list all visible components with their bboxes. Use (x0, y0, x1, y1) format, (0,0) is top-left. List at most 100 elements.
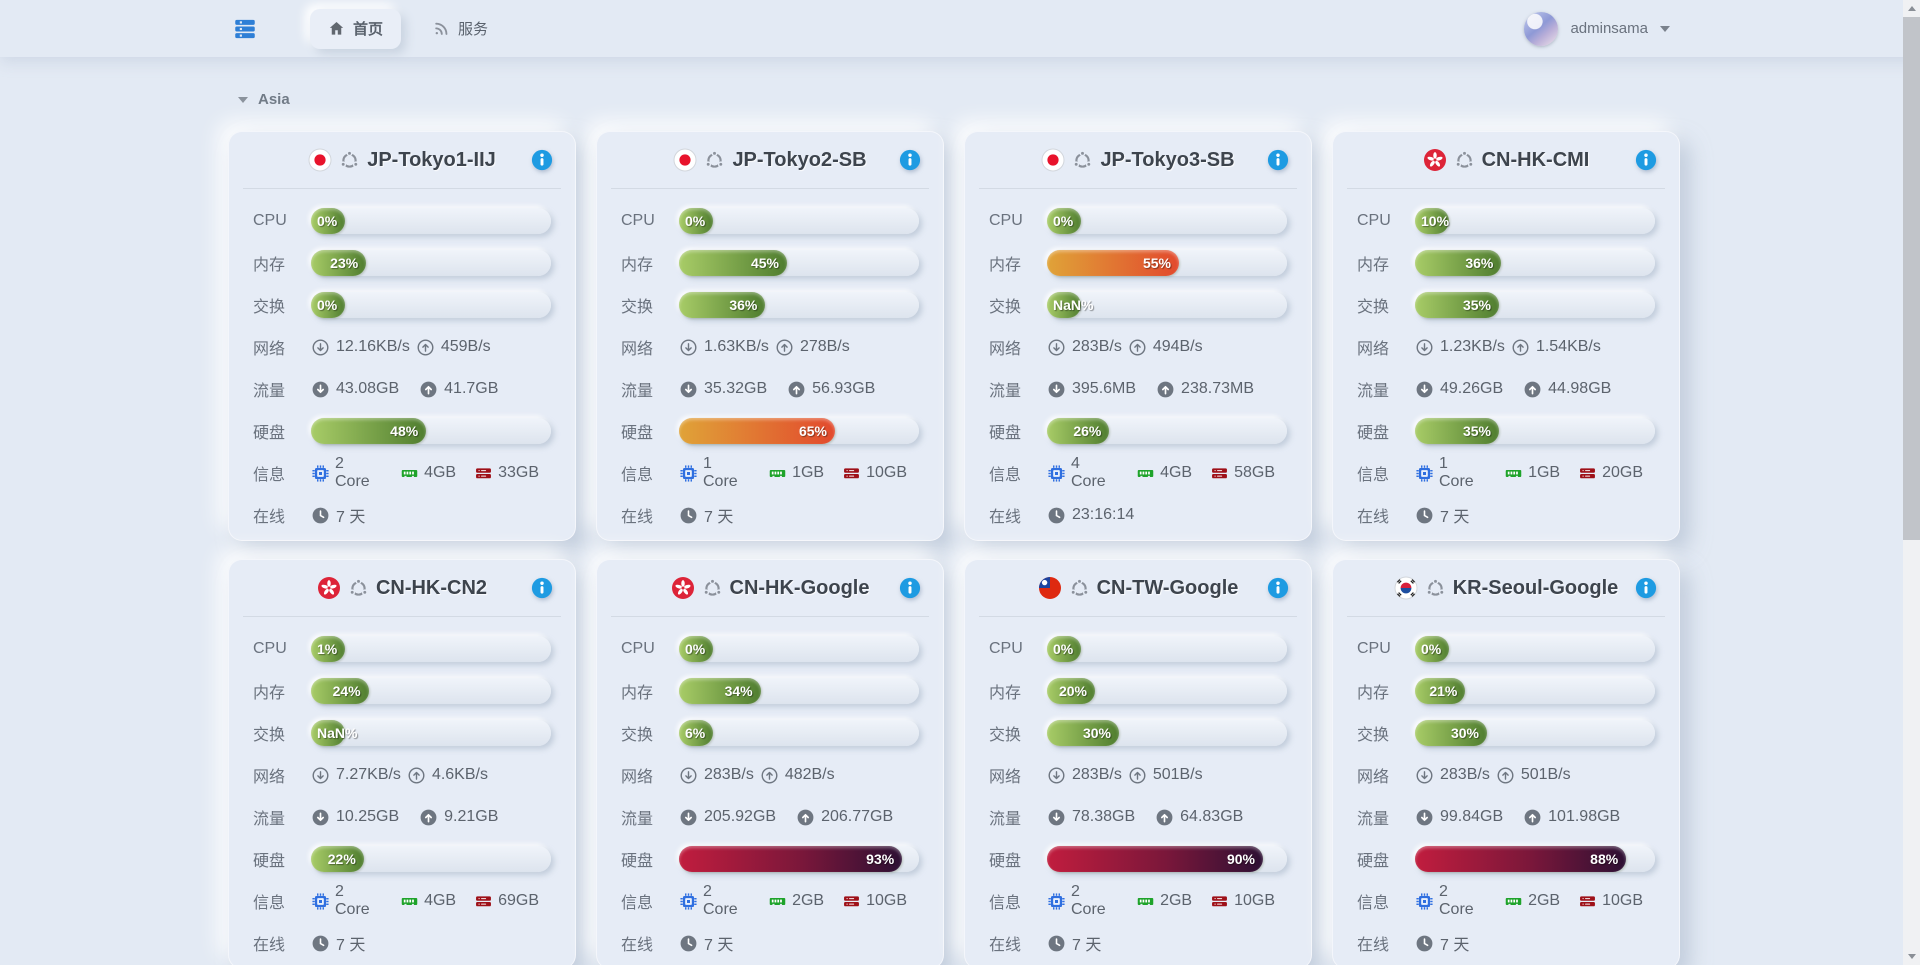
row-label: 信息 (1357, 895, 1390, 912)
info-icon[interactable] (899, 577, 921, 599)
row-label: 硬盘 (621, 425, 654, 442)
cpu-percent: 0% (1053, 641, 1074, 657)
disk-drive-icon (1578, 464, 1597, 483)
server-card: CN-TW-Google CPU 0% 内存 20% (964, 559, 1312, 965)
info-icon[interactable] (1635, 149, 1657, 171)
disk-percent: 22% (327, 851, 356, 867)
server-card-header: JP-Tokyo3-SB (979, 132, 1297, 189)
server-metrics: CPU 0% 内存 20% 交换 30% 网络 (965, 617, 1311, 964)
server-card: CN-HK-Google CPU 0% 内存 34% (596, 559, 944, 965)
memory-percent: 23% (330, 255, 359, 271)
cores-value: 2 Core (335, 455, 370, 490)
memory-progressbar: 24% (311, 678, 551, 704)
clock-icon (311, 506, 330, 525)
memory-row: 内存 55% (989, 242, 1287, 284)
info-icon[interactable] (531, 577, 553, 599)
info-icon[interactable] (531, 149, 553, 171)
cores-value: 1 Core (1439, 455, 1474, 490)
upload-speed-icon (416, 338, 435, 357)
ram-icon (400, 464, 419, 483)
server-name: CN-HK-CMI (1481, 148, 1590, 171)
row-label: 硬盘 (1357, 425, 1390, 442)
server-stack-logo-icon[interactable] (232, 16, 258, 42)
region-section-header[interactable]: Asia (238, 91, 1920, 108)
network-upload-value: 459B/s (440, 338, 491, 355)
ubuntu-os-icon (702, 577, 723, 599)
info-icon[interactable] (1267, 149, 1289, 171)
user-menu[interactable]: adminsama (1524, 0, 1670, 57)
ubuntu-os-icon (1069, 577, 1090, 599)
server-card: JP-Tokyo2-SB CPU 0% 内存 45% (596, 131, 944, 541)
row-label: 网络 (1357, 769, 1390, 786)
disk-drive-icon (842, 892, 861, 911)
traffic-download-value: 78.38GB (1072, 808, 1136, 825)
collapse-caret-icon (238, 96, 248, 103)
swap-row: 交换 6% (621, 712, 919, 754)
row-label: CPU (621, 212, 655, 229)
row-label: 内存 (621, 685, 654, 702)
disk-size-value: 69GB (498, 892, 539, 909)
disk-drive-icon (1578, 892, 1597, 911)
tab-services[interactable]: 服务 (415, 9, 506, 49)
info-icon[interactable] (1635, 577, 1657, 599)
cpu-row: CPU 1% (253, 628, 551, 670)
memory-progressbar: 21% (1415, 678, 1655, 704)
clock-icon (679, 506, 698, 525)
info-icon[interactable] (1267, 577, 1289, 599)
info-row: 信息 (989, 880, 1287, 922)
network-download-value: 7.27KB/s (336, 766, 401, 783)
total-upload-icon (1156, 380, 1175, 399)
row-label: 硬盘 (989, 425, 1022, 442)
cores-value: 2 Core (1439, 883, 1474, 918)
memory-row: 内存 34% (621, 670, 919, 712)
traffic-download-value: 10.25GB (336, 808, 400, 825)
row-label: 硬盘 (253, 853, 286, 870)
network-row: 网络 7.27KB/s 4.6KB/s (253, 754, 551, 796)
upload-speed-icon (407, 766, 426, 785)
uptime-value: 7 天 (1072, 937, 1102, 954)
traffic-row: 流量 43.08GB 41.7GB (253, 368, 551, 410)
row-label: 交换 (253, 727, 286, 744)
upload-speed-icon (1511, 338, 1530, 357)
cpu-percent: 1% (317, 641, 338, 657)
traffic-upload-value: 44.98GB (1548, 380, 1612, 397)
disk-progressbar: 48% (311, 418, 551, 444)
scrollbar-down-button[interactable] (1903, 948, 1920, 965)
row-label: 流量 (989, 383, 1022, 400)
server-card: CN-HK-CMI CPU 10% 内存 36% (1332, 131, 1680, 541)
disk-percent: 88% (1590, 851, 1619, 867)
server-name: CN-HK-Google (729, 576, 870, 599)
scrollbar-up-button[interactable] (1903, 0, 1920, 17)
server-name: KR-Seoul-Google (1452, 576, 1619, 599)
scrollbar-thumb[interactable] (1903, 17, 1920, 540)
cpu-chip-icon (311, 892, 330, 911)
disk-row: 硬盘 65% (621, 410, 919, 452)
info-icon[interactable] (899, 149, 921, 171)
clock-icon (1415, 934, 1434, 953)
swap-row: 交换 35% (1357, 284, 1655, 326)
row-label: 网络 (253, 769, 286, 786)
row-label: 硬盘 (1357, 853, 1390, 870)
ram-icon (400, 892, 419, 911)
row-label: 信息 (621, 467, 654, 484)
swap-progressbar: NaN% (311, 720, 551, 746)
total-download-icon (1415, 380, 1434, 399)
cores-value: 2 Core (1071, 883, 1106, 918)
swap-progressbar: 30% (1047, 720, 1287, 746)
server-card: KR-Seoul-Google CPU 0% 内存 21% (1332, 559, 1680, 965)
traffic-row: 流量 205.92GB 206.77GB (621, 796, 919, 838)
traffic-download-value: 395.6MB (1072, 380, 1137, 397)
cpu-progressbar: 10% (1415, 208, 1655, 234)
row-label: 在线 (989, 509, 1022, 526)
swap-progressbar: 35% (1415, 292, 1655, 318)
cpu-row: CPU 0% (989, 628, 1287, 670)
cpu-percent: 0% (685, 641, 706, 657)
tab-home[interactable]: 首页 (310, 8, 402, 49)
disk-row: 硬盘 93% (621, 838, 919, 880)
row-label: 硬盘 (621, 853, 654, 870)
cpu-progressbar: 1% (311, 636, 551, 662)
ram-value: 4GB (424, 464, 457, 481)
clock-icon (679, 934, 698, 953)
disk-progressbar: 35% (1415, 418, 1655, 444)
disk-size-value: 10GB (866, 464, 907, 481)
